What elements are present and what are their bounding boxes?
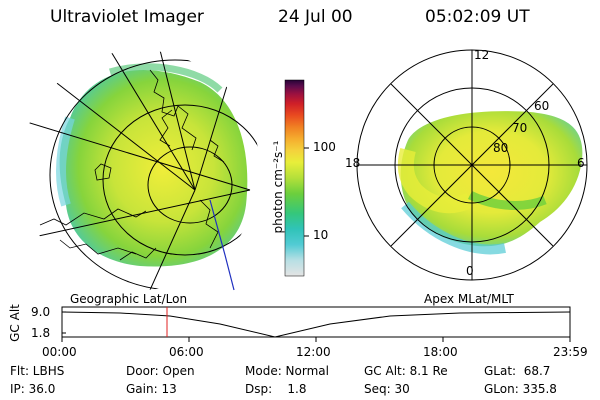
colorbar-tick-10: 10 (313, 228, 329, 242)
app-title: Ultraviolet Imager (50, 7, 204, 27)
colorbar (284, 79, 305, 277)
info-dsp: Dsp: 1.8 (245, 382, 307, 396)
terminator-line (209, 199, 235, 291)
info-ip: IP: 36.0 (10, 382, 56, 396)
polar-map (356, 49, 588, 281)
colorbar-unit-label: photon cm⁻²s⁻¹ (271, 140, 285, 234)
polar-grid (356, 49, 588, 281)
right-map-caption: Apex MLat/MLT (424, 292, 514, 306)
timeline-xtick-1200: 12:00 (296, 345, 331, 359)
coastlines (39, 69, 225, 261)
mlat-label-60: 60 (534, 99, 550, 113)
mlt-label-18: 18 (345, 156, 361, 170)
timeline-ylabel: GC Alt (7, 304, 22, 342)
timeline-ticks (61, 337, 571, 342)
timeline-plot (61, 306, 571, 342)
aurora-image-left (59, 70, 248, 267)
colorbar-tick-100: 100 (313, 140, 336, 154)
timeline-xtick-1800: 18:00 (423, 345, 458, 359)
date-label: 24 Jul 00 (278, 7, 353, 27)
mlt-label-12: 12 (474, 48, 490, 62)
timeline-xtick-0600: 06:00 (169, 345, 204, 359)
timeline-xtick-0000: 00:00 (42, 345, 77, 359)
info-filter: Flt: LBHS (10, 364, 65, 378)
mlt-label-6: 6 (577, 156, 585, 170)
geographic-map (20, 50, 260, 291)
info-glon: GLon: 335.8 (484, 382, 557, 396)
lat-lon-grid (20, 50, 260, 290)
timeline-xtick-2359: 23:59 (553, 345, 588, 359)
mlat-label-80: 80 (493, 141, 509, 155)
info-glat: GLat: 68.7 (484, 364, 551, 378)
info-gain: Gain: 13 (126, 382, 177, 396)
mlat-label-70: 70 (512, 121, 528, 135)
info-gc-alt: GC Alt: 8.1 Re (364, 364, 448, 378)
timeline-ytick-1-8: 1.8 (31, 326, 51, 340)
timeline-ytick-9: 9.0 (31, 305, 51, 319)
mlt-label-0: 0 (466, 264, 474, 278)
info-seq: Seq: 30 (364, 382, 410, 396)
time-label: 05:02:09 UT (425, 7, 530, 27)
info-door: Door: Open (126, 364, 195, 378)
colorbar-ticks (304, 147, 309, 237)
info-mode: Mode: Normal (245, 364, 329, 378)
left-map-caption: Geographic Lat/Lon (70, 292, 188, 306)
altitude-curve (61, 311, 571, 338)
